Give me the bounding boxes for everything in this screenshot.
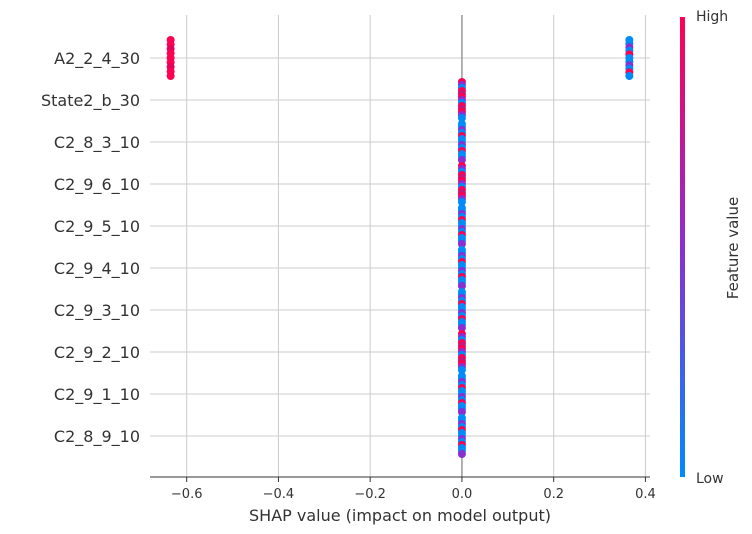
data-point	[457, 282, 466, 290]
x-tick-label: −0.6	[171, 487, 203, 502]
x-tick-label: 0.2	[543, 487, 564, 502]
data-point	[457, 156, 466, 164]
colorbar-low-label: Low	[696, 471, 724, 487]
data-points	[166, 36, 634, 458]
x-axis-label: SHAP value (impact on model output)	[249, 506, 551, 525]
colorbar-title: Feature value	[724, 197, 742, 299]
feature-label: C2_9_4_10	[54, 259, 140, 279]
data-point	[457, 450, 466, 458]
data-point	[457, 324, 466, 332]
data-point	[625, 72, 634, 80]
data-point	[457, 240, 466, 248]
feature-label: C2_9_5_10	[54, 217, 140, 237]
data-point	[457, 366, 466, 374]
colorbar-high-label: High	[696, 9, 728, 25]
feature-label: C2_9_3_10	[54, 301, 140, 321]
colorbar-gradient	[680, 17, 685, 477]
x-axis: −0.6 −0.4 −0.2 0.0 0.2 0.4	[150, 476, 656, 502]
row-gridlines	[150, 15, 650, 477]
feature-label: C2_9_6_10	[54, 175, 140, 195]
colorbar: High Low Feature value	[680, 9, 742, 487]
feature-labels: A2_2_4_30 State2_b_30 C2_8_3_10 C2_9_6_10 C2…	[41, 49, 140, 447]
feature-label: C2_8_3_10	[54, 133, 140, 153]
x-tick-label: 0.0	[452, 487, 473, 502]
feature-label: C2_8_9_10	[54, 427, 140, 447]
feature-label: C2_9_2_10	[54, 343, 140, 363]
data-point	[457, 198, 466, 206]
data-point	[166, 72, 175, 80]
data-point	[457, 114, 466, 122]
data-point	[457, 408, 466, 416]
x-tick-label: −0.2	[354, 487, 386, 502]
feature-label: State2_b_30	[41, 91, 140, 111]
x-tick-label: −0.4	[263, 487, 295, 502]
feature-label: C2_9_1_10	[54, 385, 140, 405]
x-tick-label: 0.4	[635, 487, 656, 502]
feature-label: A2_2_4_30	[54, 49, 140, 69]
